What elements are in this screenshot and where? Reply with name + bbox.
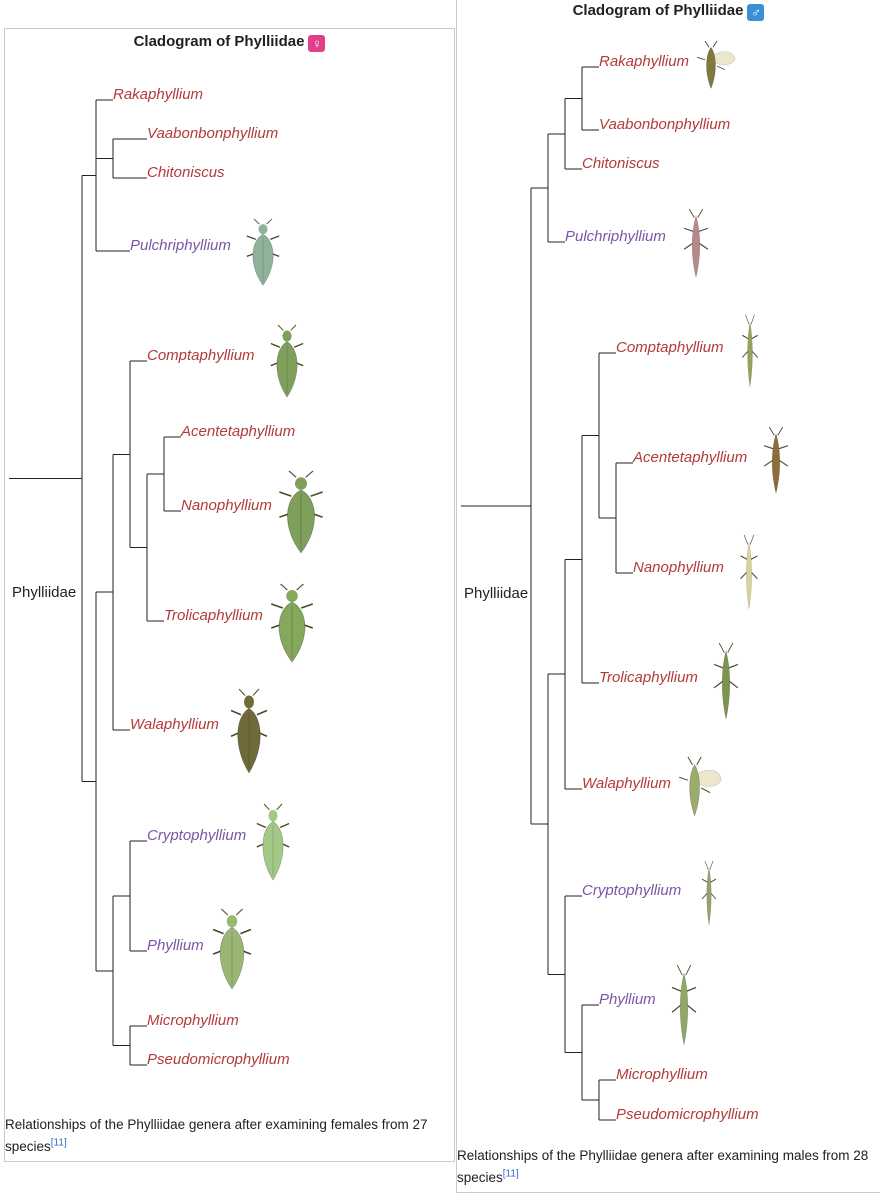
- genus-label[interactable]: Vaabonbonphyllium: [147, 125, 279, 142]
- caption-text: Relationships of the Phylliidae genera a…: [457, 1148, 869, 1185]
- cladogram-male-title: Cladogram of Phylliidae ♂: [457, 2, 880, 21]
- reference-link[interactable]: [11]: [50, 1137, 67, 1149]
- cladogram-female-title: Cladogram of Phylliidae ♀: [5, 33, 454, 52]
- genus-label[interactable]: Nanophyllium: [181, 497, 272, 514]
- male-insect-pink-icon: [683, 208, 709, 278]
- genus-label[interactable]: Acentetaphyllium: [633, 449, 748, 466]
- cladogram-male-caption: Relationships of the Phylliidae genera a…: [457, 1145, 879, 1189]
- genus-label[interactable]: Pseudomicrophyllium: [616, 1106, 759, 1123]
- male-symbol-icon: ♂: [747, 4, 765, 21]
- genus-label[interactable]: Pseudomicrophyllium: [147, 1051, 290, 1068]
- genus-label[interactable]: Cryptophyllium: [582, 882, 682, 899]
- title-text: Cladogram of Phylliidae: [133, 33, 305, 50]
- genus-label[interactable]: Microphyllium: [147, 1012, 239, 1029]
- winged-male-insect-icon: [696, 40, 736, 89]
- leaf-insect-green-icon: [270, 583, 314, 663]
- male-insect-slender-icon: [701, 860, 717, 926]
- genus-label[interactable]: Chitoniscus: [582, 155, 660, 172]
- genus-label[interactable]: Microphyllium: [616, 1066, 708, 1083]
- genus-label[interactable]: Walaphyllium: [130, 716, 219, 733]
- male-insect-slender-icon: [742, 314, 758, 388]
- genus-label[interactable]: Rakaphyllium: [113, 86, 204, 103]
- leaf-insect-green-icon: [212, 908, 252, 990]
- genus-label[interactable]: Walaphyllium: [582, 775, 671, 792]
- male-insect-slender-icon: [671, 964, 697, 1046]
- cladogram-female-caption: Relationships of the Phylliidae genera a…: [5, 1114, 445, 1158]
- cladogram-male-tree: [461, 66, 633, 1121]
- genus-label[interactable]: Cryptophyllium: [147, 827, 247, 844]
- genus-label[interactable]: Trolicaphyllium: [164, 607, 263, 624]
- cladogram-female-tree: [9, 99, 181, 1066]
- male-insect-pale-icon: [740, 534, 758, 610]
- leaf-insect-green-icon: [270, 324, 304, 398]
- genus-label[interactable]: Chitoniscus: [147, 164, 225, 181]
- title-text: Cladogram of Phylliidae: [572, 2, 744, 19]
- leaf-insect-brown-icon: [230, 688, 268, 774]
- genus-label[interactable]: Pulchriphyllium: [130, 237, 231, 254]
- root-label: Phylliidae: [12, 584, 77, 601]
- genus-label[interactable]: Phyllium: [599, 991, 656, 1008]
- genus-label[interactable]: Pulchriphyllium: [565, 228, 666, 245]
- genus-label[interactable]: Comptaphyllium: [616, 339, 724, 356]
- winged-male-insect-icon: [678, 756, 722, 816]
- genus-label[interactable]: Vaabonbonphyllium: [599, 116, 731, 133]
- leaf-insect-green-icon: [256, 803, 290, 881]
- root-label: Phylliidae: [464, 585, 529, 602]
- male-insect-brown-icon: [763, 426, 789, 494]
- male-insect-slender-icon: [713, 642, 739, 720]
- female-symbol-icon: ♀: [308, 35, 326, 52]
- genus-label[interactable]: Rakaphyllium: [599, 53, 690, 70]
- leaf-insect-green-icon: [246, 218, 280, 286]
- reference-link[interactable]: [11]: [502, 1168, 519, 1180]
- genus-label[interactable]: Trolicaphyllium: [599, 669, 698, 686]
- genus-label[interactable]: Comptaphyllium: [147, 347, 255, 364]
- caption-text: Relationships of the Phylliidae genera a…: [5, 1117, 428, 1154]
- leaf-insect-green-icon: [279, 470, 323, 554]
- cladogram-female-panel: Cladogram of Phylliidae ♀ Phylliidae Raka…: [4, 28, 455, 1162]
- genus-label[interactable]: Nanophyllium: [633, 559, 724, 576]
- cladogram-male-panel: Cladogram of Phylliidae ♂ Phylliidae Raka…: [456, 0, 880, 1193]
- genus-label[interactable]: Phyllium: [147, 937, 204, 954]
- genus-label[interactable]: Acentetaphyllium: [181, 423, 296, 440]
